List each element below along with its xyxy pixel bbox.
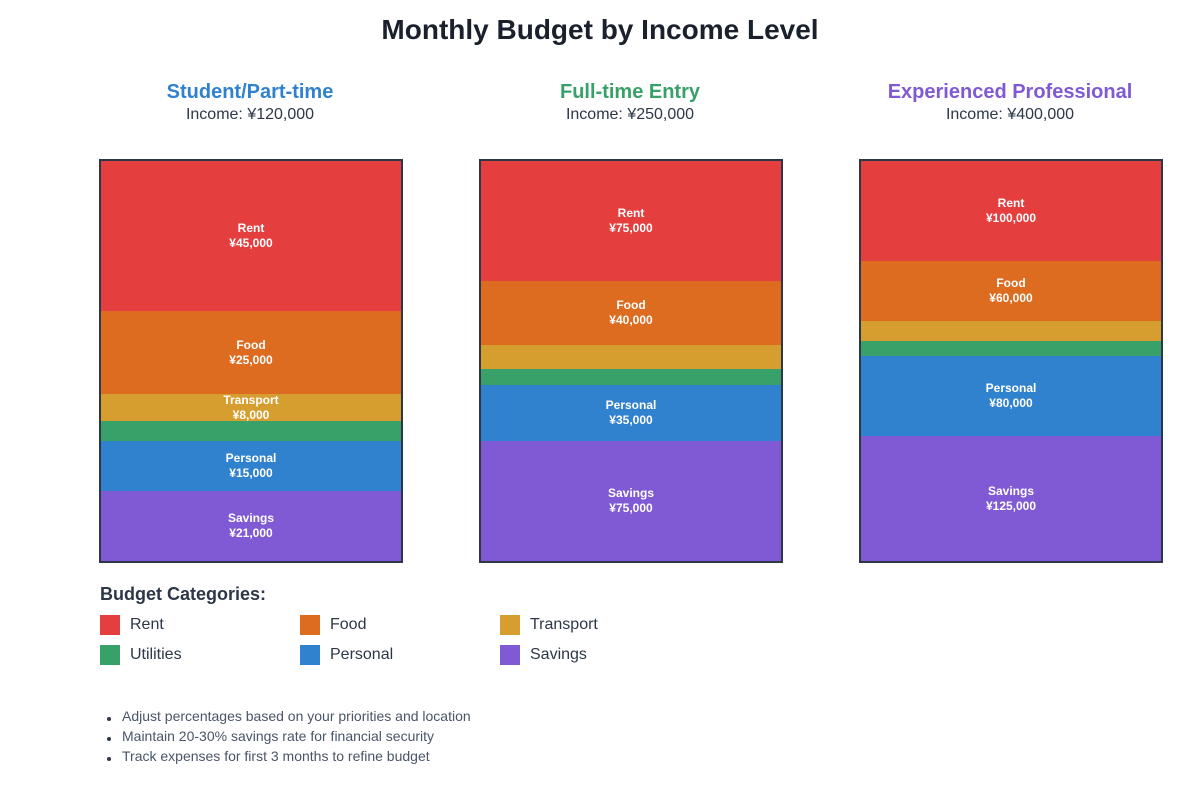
segment-label: Personal [985,381,1037,395]
panel-income: Income: ¥400,000 [945,106,1075,123]
panel-header: Experienced Professional Income: ¥400,000 [810,81,1200,124]
segment-value: ¥75,000 [609,221,653,235]
segment-transport [481,345,781,369]
segment-transport [861,321,1161,341]
segment-savings: Savings ¥125,000 [861,436,1161,561]
legend-swatch [300,645,320,665]
legend-item-personal: Personal [300,645,393,665]
panel-header: Student/Part-time Income: ¥120,000 [50,81,450,124]
segment-value: ¥8,000 [232,407,270,422]
segment-food: Food ¥25,000 [101,311,401,395]
segment-value: ¥21,000 [229,526,273,540]
stacked-bar: Rent ¥75,000 Food ¥40,000 Personal ¥35,000 Sav… [479,159,783,563]
segment-food: Food ¥60,000 [861,261,1161,321]
tip-text: Maintain 20-30% savings rate for financi… [122,728,435,744]
panel-title: Experienced Professional [887,81,1133,103]
segment-personal: Personal ¥35,000 [481,385,781,441]
segment-value: ¥125,000 [985,498,1037,513]
panel-income: Income: ¥120,000 [185,106,315,123]
segment-food: Food ¥40,000 [481,281,781,345]
segment-value: ¥80,000 [989,396,1033,410]
segment-utilities [101,421,401,441]
legend-swatch [500,615,520,635]
segment-value: ¥45,000 [229,236,273,250]
segment-label: Personal [225,451,277,465]
panel-income: Income: ¥250,000 [565,106,695,123]
segment-value: ¥100,000 [985,211,1037,225]
tips-list: Adjust percentages based on your priorit… [105,706,471,766]
bullet-icon [107,737,111,741]
segment-label: Transport [223,392,279,407]
segment-value: ¥25,000 [229,352,273,367]
legend-item-transport: Transport [500,615,598,635]
segment-utilities [481,369,781,385]
segment-rent: Rent ¥45,000 [101,161,401,311]
segment-label: Savings [607,486,655,500]
legend-swatch [500,645,520,665]
segment-value: ¥15,000 [229,466,273,480]
segment-label: Personal [605,398,657,412]
tip-item: Track expenses for first 3 months to ref… [105,746,471,766]
legend-swatch [100,615,120,635]
bullet-icon [107,717,111,721]
legend-label: Savings [530,646,587,663]
panel-title: Student/Part-time [166,81,334,103]
segment-label: Rent [997,196,1025,210]
segment-personal: Personal ¥15,000 [101,441,401,491]
segment-utilities [861,341,1161,356]
segment-personal: Personal ¥80,000 [861,356,1161,436]
segment-label: Savings [987,483,1035,498]
legend-label: Rent [130,616,164,633]
bullet-icon [107,757,111,761]
segment-transport: Transport ¥8,000 [101,392,401,422]
tip-item: Maintain 20-30% savings rate for financi… [105,726,471,746]
segment-value: ¥60,000 [989,291,1033,305]
legend-swatch [300,615,320,635]
segment-label: Savings [227,511,275,525]
segment-value: ¥35,000 [609,413,653,427]
segment-value: ¥75,000 [609,501,653,515]
segment-rent: Rent ¥100,000 [861,161,1161,261]
tip-text: Adjust percentages based on your priorit… [122,708,471,724]
segment-label: Food [996,276,1026,290]
legend-label: Utilities [130,646,182,663]
tip-text: Track expenses for first 3 months to ref… [122,748,430,764]
legend-item-savings: Savings [500,645,587,665]
panel-title: Full-time Entry [559,81,700,103]
legend-label: Transport [530,616,598,633]
legend-item-utilities: Utilities [100,645,182,665]
chart-title: Monthly Budget by Income Level [381,14,819,45]
stacked-bar: Rent ¥45,000 Food ¥25,000 Transport ¥8,000 Per… [99,159,403,563]
segment-label: Food [236,337,266,352]
legend-label: Personal [330,646,394,663]
legend-swatch [100,645,120,665]
panel-header: Full-time Entry Income: ¥250,000 [430,81,830,124]
segment-savings: Savings ¥21,000 [101,491,401,561]
legend-label: Food [330,616,367,633]
segment-label: Rent [237,221,265,235]
stacked-bar: Rent ¥100,000 Food ¥60,000 Personal ¥80,000 Sa… [859,159,1163,563]
tip-item: Adjust percentages based on your priorit… [105,706,471,726]
legend-item-food: Food [300,615,366,635]
segment-rent: Rent ¥75,000 [481,161,781,281]
segment-label: Rent [617,206,645,220]
segment-value: ¥40,000 [609,313,653,327]
segment-savings: Savings ¥75,000 [481,441,781,561]
legend-title: Budget Categories: [100,584,267,604]
segment-label: Food [616,298,646,312]
legend-item-rent: Rent [100,615,164,635]
